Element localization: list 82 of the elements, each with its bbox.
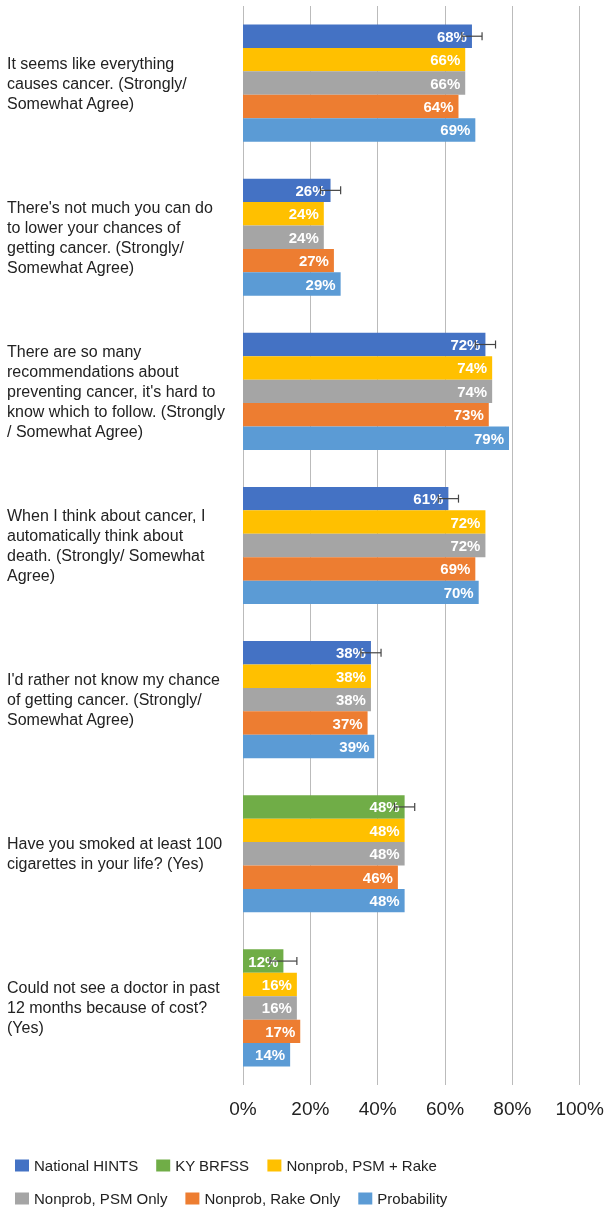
x-tick-label: 60% <box>426 1098 465 1119</box>
data-label: 72% <box>450 336 481 353</box>
bar <box>243 842 405 866</box>
y-tick-label: It seems like everything causes cancer. (Strongly/ Somewhat Agree) <box>7 54 192 112</box>
y-tick-label: Could not see a doctor in past 12 months because of cost? (Yes) <box>7 979 225 1037</box>
legend-label: Nonprob, PSM + Rake <box>286 1157 437 1174</box>
data-label: 72% <box>450 537 481 554</box>
bar <box>243 486 449 511</box>
bar <box>243 403 489 427</box>
bar <box>243 426 509 450</box>
data-label: 17% <box>265 1022 296 1040</box>
data-label: 29% <box>305 275 336 293</box>
bar <box>243 332 486 357</box>
bar <box>243 818 405 843</box>
data-label: 39% <box>339 738 370 755</box>
bar <box>243 94 459 119</box>
bar <box>243 118 476 142</box>
data-label: 61% <box>413 490 444 508</box>
data-label: 72% <box>450 513 481 531</box>
data-label: 27% <box>298 252 329 270</box>
y-tick-label: There are so many recommendations about preventing cancer, it's hard to know which to follow. (Strongly/ Somewhat Agree) <box>7 342 225 440</box>
bar <box>243 510 486 534</box>
data-label: 16% <box>261 999 292 1017</box>
bar <box>243 71 466 95</box>
bar <box>243 24 472 48</box>
data-label: 24% <box>288 205 319 223</box>
legend-label: National HINTS <box>34 1157 139 1174</box>
data-label: 12% <box>248 952 279 970</box>
data-label: 48% <box>369 845 400 863</box>
y-tick-label: When I think about cancer, I automatically think about death. (Strongly/ Somewhat Agree) <box>7 507 210 584</box>
bar <box>243 795 405 819</box>
data-label: 69% <box>440 121 471 139</box>
legend-label: Nonprob, PSM Only <box>34 1190 168 1207</box>
data-label: 79% <box>473 429 504 447</box>
bar <box>243 888 405 913</box>
data-label: 46% <box>362 868 393 886</box>
data-label: 74% <box>457 359 488 377</box>
bar <box>243 865 398 889</box>
data-label: 14% <box>255 1046 286 1064</box>
bar <box>243 47 466 72</box>
data-label: 38% <box>335 667 366 685</box>
data-label: 69% <box>440 560 471 578</box>
bar <box>243 580 479 605</box>
bar <box>243 225 324 249</box>
data-label: 68% <box>436 27 467 45</box>
bar <box>243 379 493 404</box>
x-tick-label: 40% <box>358 1098 397 1119</box>
bar <box>243 272 341 296</box>
y-tick-label: I'd rather not know my chance of getting cancer. (Strongly/Somewhat Agree) <box>7 671 225 729</box>
bar <box>243 664 371 688</box>
y-tick-label: Have you smoked at least 100 cigarettes in your life? (Yes) <box>7 835 227 873</box>
data-label: 24% <box>288 228 319 246</box>
data-label: 48% <box>369 892 400 910</box>
data-label: 73% <box>453 406 484 424</box>
data-label: 26% <box>295 181 326 199</box>
y-tick-label: There's not much you can do to lower your chances of getting cancer. (Strongly/Somewhat Agree) <box>7 198 218 276</box>
data-label: 74% <box>457 382 488 400</box>
bar <box>243 178 331 203</box>
data-label: 37% <box>332 714 363 732</box>
bar <box>243 356 493 380</box>
bar <box>243 734 375 759</box>
bar <box>243 641 371 665</box>
data-label: 66% <box>430 51 461 69</box>
bar <box>243 687 371 712</box>
data-label: 48% <box>369 798 400 816</box>
bar <box>243 711 368 735</box>
bar <box>243 557 476 581</box>
data-label: 70% <box>443 583 474 601</box>
data-label: 16% <box>261 976 292 993</box>
data-label: 66% <box>430 74 461 92</box>
data-label: 48% <box>369 821 400 839</box>
x-tick-label: 0% <box>229 1098 257 1119</box>
data-label: 38% <box>335 644 366 662</box>
data-label: 38% <box>335 691 366 709</box>
x-tick-label: 20% <box>291 1098 330 1119</box>
legend-label: KY BRFSS <box>175 1157 250 1174</box>
bar <box>243 533 486 558</box>
legend-label: Nonprob, Rake Only <box>204 1190 341 1207</box>
x-tick-label: 100% <box>555 1098 605 1119</box>
data-label: 64% <box>423 98 454 115</box>
legend-label: Probability <box>377 1190 448 1207</box>
x-tick-label: 80% <box>493 1098 532 1119</box>
